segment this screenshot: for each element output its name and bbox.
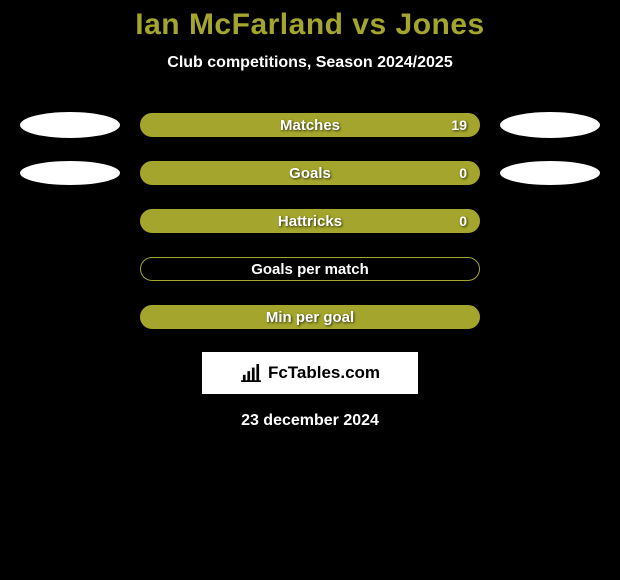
bar-chart-icon bbox=[240, 364, 262, 382]
stat-row: Goals 0 bbox=[0, 160, 620, 186]
player-left-marker bbox=[20, 112, 120, 138]
comparison-subtitle: Club competitions, Season 2024/2025 bbox=[0, 54, 620, 72]
source-badge: FcTables.com bbox=[202, 352, 418, 394]
stat-row: Goals per match bbox=[0, 256, 620, 282]
stat-row: Matches 19 bbox=[0, 112, 620, 138]
stat-bar: Hattricks 0 bbox=[140, 209, 480, 233]
stat-value: 0 bbox=[459, 213, 467, 229]
stat-row: Hattricks 0 bbox=[0, 208, 620, 234]
player-right-marker bbox=[500, 112, 600, 138]
stat-row: Min per goal bbox=[0, 304, 620, 330]
stat-label: Matches bbox=[280, 117, 340, 134]
player-right-marker bbox=[500, 161, 600, 185]
stat-bar: Goals per match bbox=[140, 257, 480, 281]
player-left-marker bbox=[20, 161, 120, 185]
source-badge-text: FcTables.com bbox=[268, 363, 380, 383]
stat-label: Min per goal bbox=[266, 309, 354, 326]
stat-value: 19 bbox=[451, 117, 467, 133]
stat-value: 0 bbox=[459, 165, 467, 181]
stat-bar: Matches 19 bbox=[140, 113, 480, 137]
stat-bar: Min per goal bbox=[140, 305, 480, 329]
stat-label: Hattricks bbox=[278, 213, 342, 230]
stat-bar: Goals 0 bbox=[140, 161, 480, 185]
comparison-title: Ian McFarland vs Jones bbox=[0, 0, 620, 42]
snapshot-date: 23 december 2024 bbox=[0, 412, 620, 430]
stat-label: Goals per match bbox=[251, 261, 369, 278]
stat-label: Goals bbox=[289, 165, 331, 182]
stat-rows: Matches 19 Goals 0 Hattricks 0 Goals per match… bbox=[0, 112, 620, 330]
